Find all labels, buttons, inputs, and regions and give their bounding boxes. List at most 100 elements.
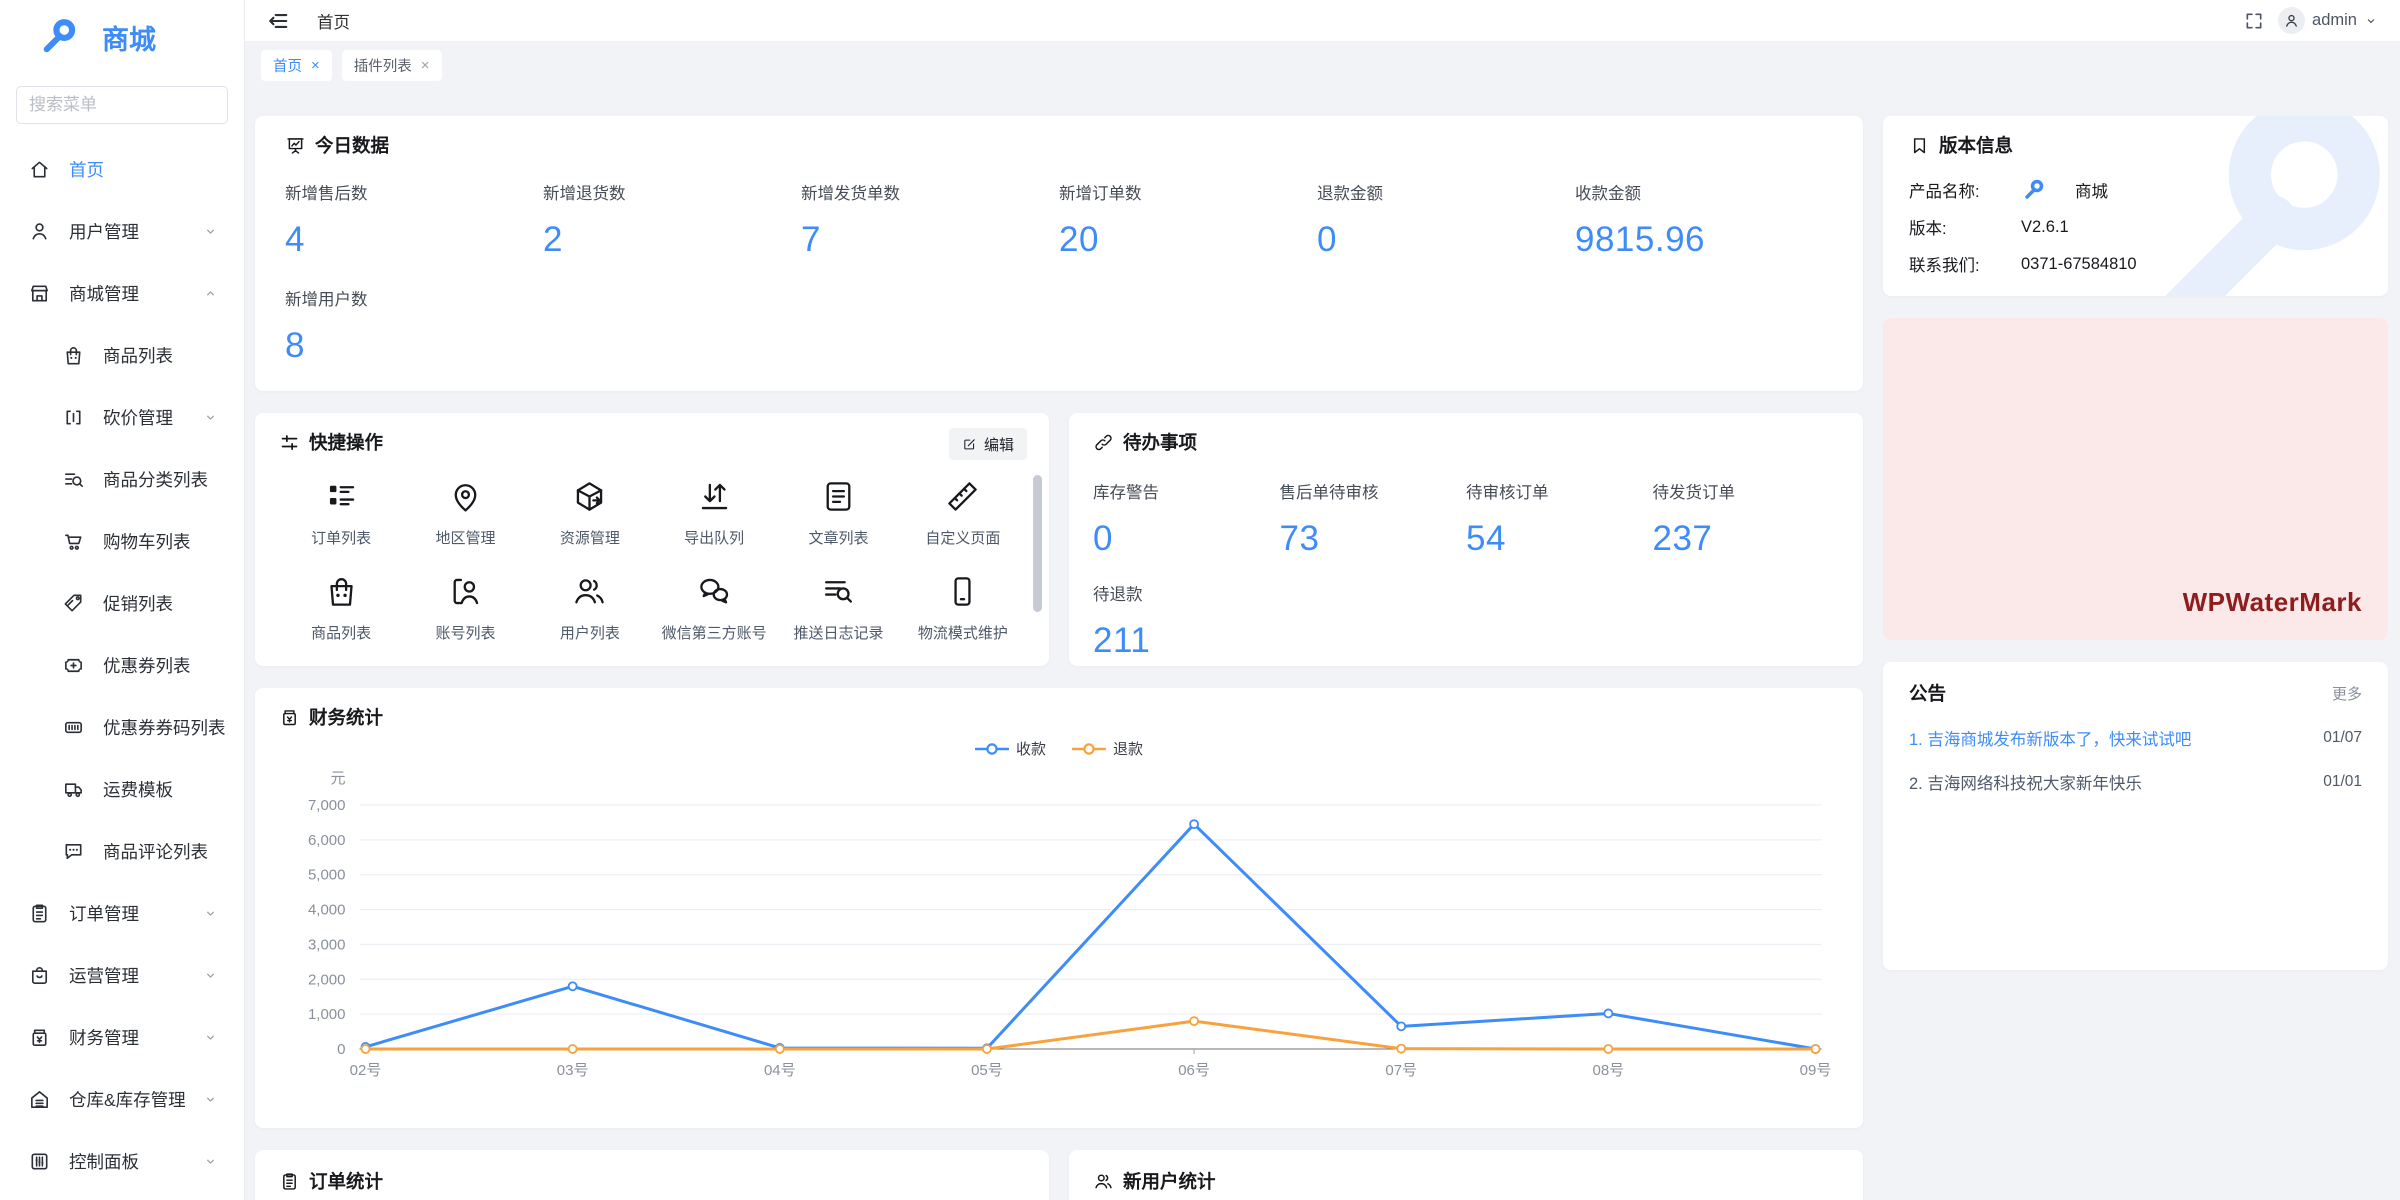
svg-text:元: 元 — [330, 770, 345, 787]
edit-button[interactable]: 编辑 — [948, 428, 1027, 460]
quick-action-account-list[interactable]: 账号列表 — [403, 560, 527, 655]
svg-text:08号: 08号 — [1593, 1062, 1625, 1079]
tab-插件列表[interactable]: 插件列表 × — [341, 49, 442, 81]
legend-marker-icon — [974, 742, 1009, 755]
comment-icon — [62, 840, 85, 863]
avatar-icon — [2278, 7, 2306, 34]
quick-action-user-list[interactable]: 用户列表 — [528, 560, 652, 655]
quick-action-custom-page[interactable]: 自定义页面 — [901, 465, 1025, 560]
stat-label: 新增订单数 — [1059, 185, 1142, 203]
quick-action-resource-mgmt[interactable]: 资源管理 — [528, 465, 652, 560]
chevron-down-icon — [2364, 14, 2378, 28]
stat-value: 73 — [1279, 519, 1320, 558]
clipboard-icon — [279, 1171, 300, 1192]
svg-text:06号: 06号 — [1178, 1062, 1210, 1079]
announcement-item[interactable]: 1. 吉海商城发布新版本了，快来试试吧 01/07 — [1909, 726, 2362, 750]
announcement-item[interactable]: 2. 吉海网络科技祝大家新年快乐 01/01 — [1909, 770, 2362, 794]
resource-box-icon — [571, 478, 608, 515]
sidebar-item-comment-list[interactable]: 商品评论列表 — [0, 820, 244, 882]
legend-退款[interactable]: 退款 — [1072, 738, 1143, 759]
filter-icon — [279, 432, 300, 453]
version-row: 产品名称: 商城 — [1909, 176, 2362, 204]
sidebar-item-operation-mgmt[interactable]: 运营管理 — [0, 944, 244, 1006]
coupon-icon — [62, 654, 85, 677]
menu-search-input[interactable] — [16, 86, 228, 124]
version-row-value: 商城 — [2075, 183, 2108, 201]
today-stat: 新增售后数 4 — [285, 180, 543, 260]
svg-text:07号: 07号 — [1385, 1062, 1417, 1079]
quick-action-region-mgmt[interactable]: 地区管理 — [403, 465, 527, 560]
sidebar-menu: 首页用户管理商城管理 商品列表砍价管理商品分类列表 购物车列表 促销列表优惠券列表优惠… — [0, 130, 244, 1200]
quick-action-wechat-third-party[interactable]: 微信第三方账号 — [652, 560, 776, 655]
sidebar-item-label: 用户管理 — [69, 221, 139, 242]
bargain-icon — [62, 406, 85, 429]
quick-action-logistics-mode[interactable]: 物流模式维护 — [901, 560, 1025, 655]
today-card-title: 今日数据 — [315, 135, 390, 156]
account-card-icon — [447, 573, 484, 610]
finance-line-chart: 元 0 1,000 2,000 3,000 4,000 5,000 6,000 7,000 02号… — [308, 770, 1831, 1079]
quick-action-article-list[interactable]: 文章列表 — [776, 465, 900, 560]
stat-label: 收款金额 — [1575, 185, 1641, 203]
legend-收款[interactable]: 收款 — [974, 738, 1046, 759]
collapse-menu-icon[interactable] — [267, 10, 289, 32]
sidebar-item-warehouse-mgmt[interactable]: 仓库&库存管理 — [0, 1068, 244, 1130]
brand-watermark-logo-icon — [2118, 116, 2388, 296]
announcement-more-link[interactable]: 更多 — [2331, 685, 2362, 703]
sidebar-item-control-panel[interactable]: 控制面板 — [0, 1130, 244, 1192]
finance-stats-card: 财务统计 收款 退款 元 0 1,000 2,000 3,000 4,000 5,000 6,0… — [255, 688, 1863, 1128]
close-icon[interactable]: × — [420, 56, 430, 74]
svg-text:0: 0 — [337, 1041, 345, 1058]
quick-actions-title: 快捷操作 — [309, 432, 384, 453]
operation-icon — [28, 964, 51, 987]
fullscreen-icon[interactable] — [2244, 11, 2264, 31]
quick-action-label: 账号列表 — [435, 624, 496, 642]
stat-label: 新增退货数 — [543, 185, 626, 203]
close-icon[interactable]: × — [311, 56, 320, 74]
quick-action-goods-list[interactable]: 商品列表 — [279, 560, 403, 655]
sidebar-item-home[interactable]: 首页 — [0, 138, 244, 200]
sidebar-item-mall-mgmt[interactable]: 商城管理 — [0, 262, 244, 324]
wechat-icon — [696, 573, 733, 610]
stat-label: 新增用户数 — [285, 291, 368, 309]
stat-label: 待发货订单 — [1652, 484, 1736, 502]
quick-action-order-list[interactable]: 订单列表 — [279, 465, 403, 560]
watermark-panel: WPWaterMark — [1883, 318, 2388, 640]
sidebar-item-user-mgmt[interactable]: 用户管理 — [0, 200, 244, 262]
todo-stat: 待审核订单 54 — [1466, 479, 1653, 559]
home-icon — [28, 158, 51, 181]
users-icon — [571, 573, 608, 610]
sidebar-item-promo-list[interactable]: 促销列表 — [0, 572, 244, 634]
sidebar-item-finance-mgmt[interactable]: 财务管理 — [0, 1006, 244, 1068]
quick-action-push-log[interactable]: 推送日志记录 — [776, 560, 900, 655]
tab-bar: 首页 × 插件列表 × — [245, 42, 2400, 88]
tab-首页[interactable]: 首页 × — [261, 49, 332, 81]
breadcrumb: 首页 — [317, 13, 350, 32]
svg-text:6,000: 6,000 — [308, 832, 346, 849]
sidebar-item-cart-list[interactable]: 购物车列表 — [0, 510, 244, 572]
today-stat: 新增用户数 8 — [285, 286, 543, 366]
stat-value: 54 — [1466, 519, 1506, 558]
sidebar-item-coupon-list[interactable]: 优惠券列表 — [0, 634, 244, 696]
quick-action-label: 地区管理 — [435, 529, 496, 547]
user-menu[interactable]: admin — [2278, 7, 2378, 34]
quick-action-export-queue[interactable]: 导出队列 — [652, 465, 776, 560]
sidebar-item-coupon-code-list[interactable]: 优惠券券码列表 — [0, 696, 244, 758]
quick-action-label: 推送日志记录 — [793, 624, 884, 642]
stat-label: 待退款 — [1093, 586, 1143, 604]
svg-text:5,000: 5,000 — [308, 867, 346, 884]
quick-actions-scrollbar[interactable] — [1033, 475, 1042, 612]
sidebar-item-label: 财务管理 — [69, 1027, 139, 1048]
sidebar-item-bargain-mgmt[interactable]: 砍价管理 — [0, 386, 244, 448]
sidebar-item-label: 订单管理 — [69, 903, 139, 924]
sidebar-item-freight-template[interactable]: 运费模板 — [0, 758, 244, 820]
sidebar-item-label: 优惠券列表 — [103, 655, 191, 676]
stat-label: 新增发货单数 — [801, 185, 900, 203]
announcement-text: 2. 吉海网络科技祝大家新年快乐 — [1909, 775, 2142, 793]
sidebar-item-order-mgmt[interactable]: 订单管理 — [0, 882, 244, 944]
version-row-value: 0371-67584810 — [2021, 254, 2137, 273]
sidebar-item-label: 砍价管理 — [103, 407, 173, 428]
sidebar-item-goods-list[interactable]: 商品列表 — [0, 324, 244, 386]
quick-action-label: 导出队列 — [684, 529, 745, 547]
sidebar-item-category-list[interactable]: 商品分类列表 — [0, 448, 244, 510]
legend-marker-icon — [1072, 742, 1106, 755]
